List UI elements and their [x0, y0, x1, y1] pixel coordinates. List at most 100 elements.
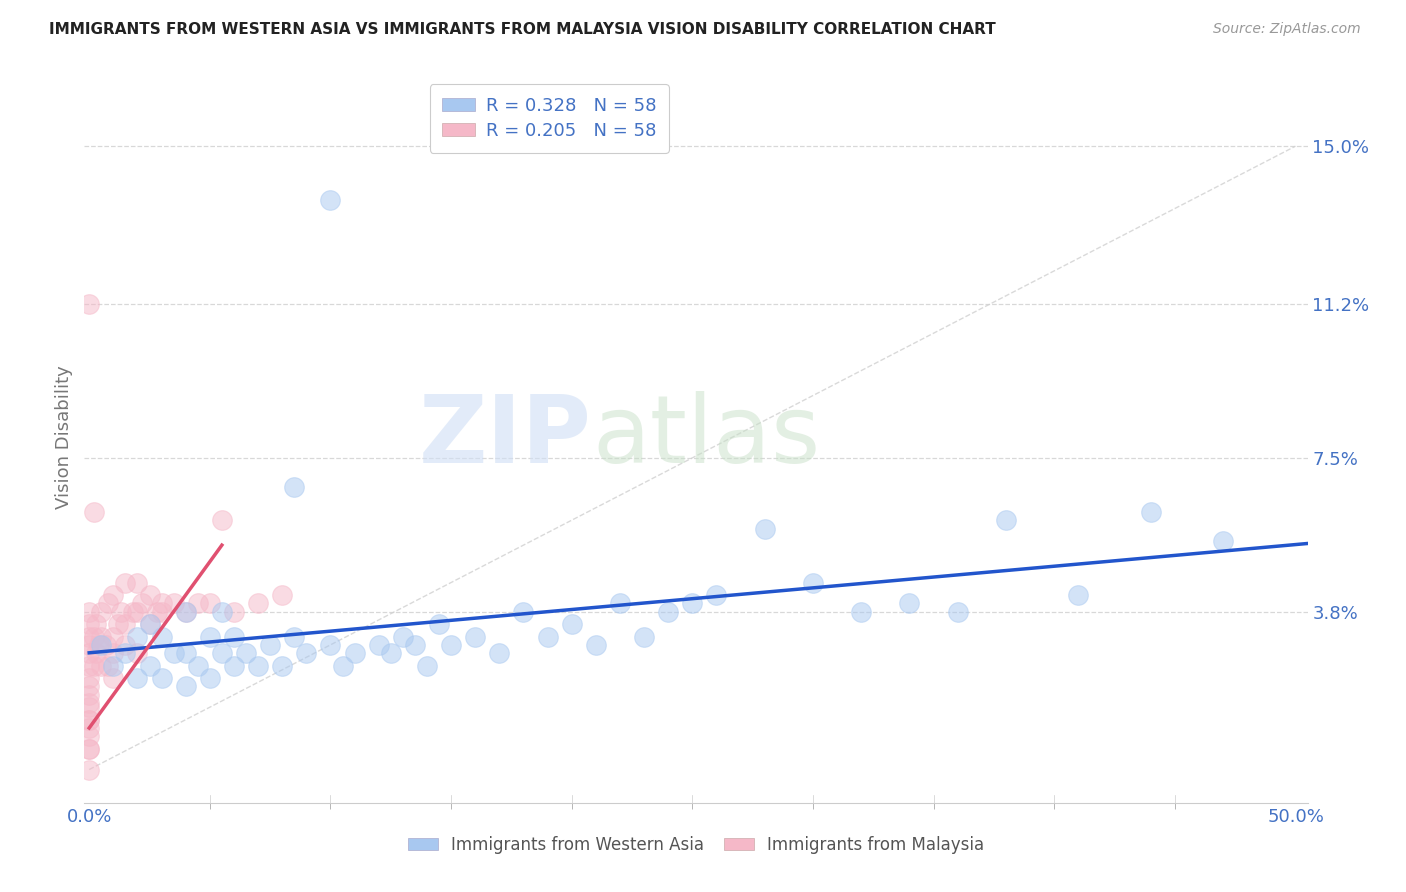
Point — [211, 605, 233, 619]
Point — [77, 713, 100, 727]
Point — [946, 605, 969, 619]
Point — [271, 658, 294, 673]
Point — [77, 741, 100, 756]
Point — [174, 605, 197, 619]
Point — [97, 658, 120, 673]
Point — [77, 630, 100, 644]
Point — [103, 588, 125, 602]
Point — [86, 617, 108, 632]
Point — [512, 605, 534, 619]
Point — [404, 638, 426, 652]
Point — [110, 605, 132, 619]
Point — [77, 617, 100, 632]
Point — [77, 729, 100, 743]
Point — [121, 605, 143, 619]
Point — [1212, 533, 1234, 548]
Point — [127, 671, 149, 685]
Point — [77, 696, 100, 710]
Point — [609, 596, 631, 610]
Point — [1139, 505, 1161, 519]
Point — [114, 646, 136, 660]
Point — [561, 617, 583, 632]
Point — [681, 596, 703, 610]
Point — [319, 193, 342, 207]
Point — [162, 646, 184, 660]
Point — [138, 617, 160, 632]
Point — [77, 671, 100, 685]
Point — [801, 575, 824, 590]
Point — [145, 605, 167, 619]
Point — [488, 646, 510, 660]
Point — [259, 638, 281, 652]
Point — [367, 638, 389, 652]
Point — [706, 588, 728, 602]
Point — [83, 505, 105, 519]
Point — [127, 646, 149, 660]
Point — [464, 630, 486, 644]
Point — [440, 638, 463, 652]
Point — [127, 605, 149, 619]
Point — [1067, 588, 1090, 602]
Point — [283, 480, 305, 494]
Point — [77, 658, 100, 673]
Point — [131, 596, 153, 610]
Point — [222, 605, 245, 619]
Point — [77, 713, 100, 727]
Point — [77, 297, 100, 311]
Point — [657, 605, 679, 619]
Point — [114, 617, 136, 632]
Point — [754, 521, 776, 535]
Point — [174, 646, 197, 660]
Point — [87, 638, 110, 652]
Point — [416, 658, 439, 673]
Point — [114, 638, 136, 652]
Point — [77, 638, 100, 652]
Point — [103, 646, 125, 660]
Point — [392, 630, 415, 644]
Point — [585, 638, 607, 652]
Point — [343, 646, 366, 660]
Point — [235, 646, 257, 660]
Point — [247, 658, 270, 673]
Point — [138, 588, 160, 602]
Text: Source: ZipAtlas.com: Source: ZipAtlas.com — [1213, 22, 1361, 37]
Point — [86, 646, 108, 660]
Point — [211, 513, 233, 527]
Point — [97, 596, 120, 610]
Point — [283, 630, 305, 644]
Point — [851, 605, 873, 619]
Point — [90, 630, 112, 644]
Point — [380, 646, 402, 660]
Point — [150, 605, 173, 619]
Point — [103, 671, 125, 685]
Point — [90, 658, 112, 673]
Point — [295, 646, 318, 660]
Point — [536, 630, 558, 644]
Point — [427, 617, 450, 632]
Point — [247, 596, 270, 610]
Point — [187, 596, 209, 610]
Point — [127, 630, 149, 644]
Point — [77, 741, 100, 756]
Point — [198, 596, 221, 610]
Point — [222, 630, 245, 644]
Text: ZIP: ZIP — [419, 391, 592, 483]
Point — [77, 700, 100, 714]
Point — [211, 646, 233, 660]
Point — [222, 658, 245, 673]
Point — [898, 596, 921, 610]
Point — [83, 630, 105, 644]
Y-axis label: Vision Disability: Vision Disability — [55, 365, 73, 509]
Point — [83, 658, 105, 673]
Point — [103, 658, 125, 673]
Point — [94, 638, 117, 652]
Point — [138, 658, 160, 673]
Point — [198, 671, 221, 685]
Point — [77, 646, 100, 660]
Point — [150, 671, 173, 685]
Text: atlas: atlas — [592, 391, 820, 483]
Point — [319, 638, 342, 652]
Point — [162, 596, 184, 610]
Point — [90, 638, 112, 652]
Point — [77, 688, 100, 702]
